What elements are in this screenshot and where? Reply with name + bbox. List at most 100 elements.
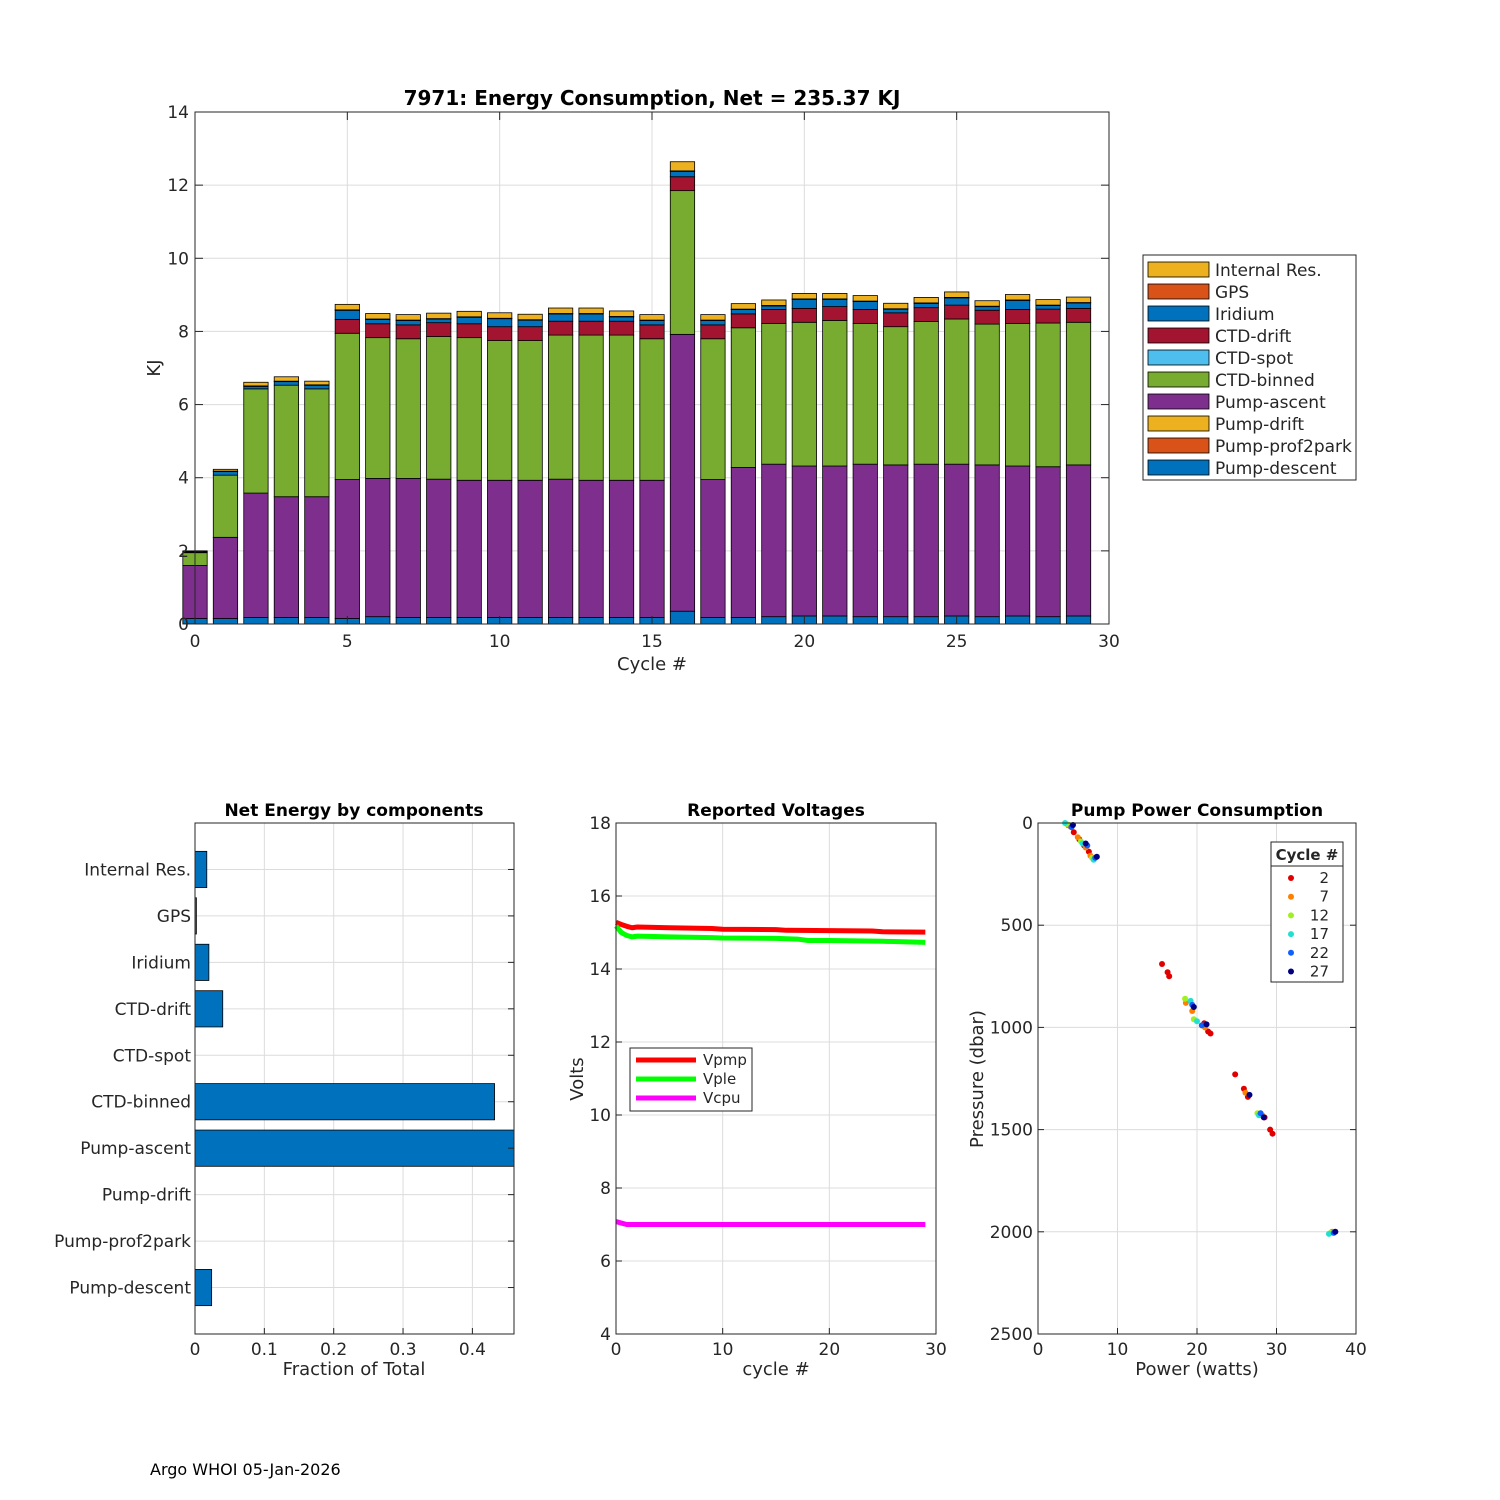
fraction-category-label: Pump-ascent [80,1139,191,1159]
energy-bar-internal-res--cycle-3 [273,376,299,382]
pump-point-cycle-27 [1082,840,1089,847]
fraction-xtick-label: 0.1 [251,1340,278,1360]
energy-ytick-label: 14 [167,103,189,123]
energy-bar-internal-res--cycle-29 [1065,296,1092,303]
voltage-xtick-label: 30 [925,1340,947,1360]
fraction-category-label: CTD-spot [113,1046,192,1066]
energy-bar-ctd-drift-cycle-9 [456,323,482,339]
energy-bar-pump-ascent-cycle-24 [913,463,939,618]
voltage-xtick-label: 20 [819,1340,841,1360]
energy-ytick-label: 12 [167,176,189,196]
voltage-legend-label: Vple [703,1070,736,1088]
fraction-category-label: Pump-prof2park [54,1232,191,1252]
energy-bar-iridium-cycle-12 [548,313,574,322]
energy-bar-ctd-binned-cycle-24 [913,321,939,465]
energy-bar-ctd-drift-cycle-23 [883,312,909,328]
energy-bar-ctd-binned-cycle-12 [548,334,574,480]
voltage-ytick-label: 10 [589,1106,611,1126]
energy-bar-pump-ascent-cycle-21 [822,465,848,617]
pump-point-cycle-2 [1070,829,1077,836]
energy-bar-iridium-cycle-20 [791,298,817,309]
pump-point-cycle-17 [1194,1018,1200,1025]
energy-bar-ctd-drift-cycle-17 [700,324,726,340]
pump-point-cycle-27 [1190,1003,1197,1010]
energy-legend-swatch [1147,305,1210,322]
energy-bar-ctd-drift-cycle-14 [608,320,635,336]
energy-bar-internal-res--cycle-23 [883,302,909,310]
energy-bar-iridium-cycle-17 [700,320,726,326]
voltage-chart-ylabel: Volts [567,1057,588,1100]
pump-legend-marker [1288,912,1294,919]
pump-legend-label: 27 [1310,963,1329,981]
pump-point-cycle-27 [1260,1114,1267,1121]
pump-point-cycle-27 [1069,822,1076,829]
energy-bar-internal-res--cycle-22 [852,295,878,302]
voltage-line-vcpu [615,1219,926,1227]
energy-bar-ctd-binned-cycle-13 [578,334,604,481]
voltage-ytick-label: 18 [589,814,611,834]
energy-legend-label: Pump-ascent [1215,393,1326,413]
energy-bar-pump-ascent-cycle-23 [883,464,909,618]
pump-point-cycle-17 [1325,1230,1332,1237]
energy-bar-internal-res--cycle-18 [730,303,756,310]
energy-bar-pump-ascent-cycle-19 [761,463,787,618]
pump-chart-xlabel: Power (watts) [1135,1359,1258,1380]
voltage-chart-xlabel: cycle # [742,1359,809,1380]
energy-bar-internal-res--cycle-17 [700,314,726,321]
pump-power-chart: Pump Power Consumption 0 10 20 30 40 0 500 1000… [967,801,1367,1380]
energy-xtick-label: 20 [794,632,816,652]
energy-bar-pump-ascent-cycle-1 [212,536,239,619]
fraction-bar-pump-ascent [194,1129,515,1167]
energy-bar-pump-descent-cycle-19 [761,616,787,625]
pump-legend-label: 2 [1319,869,1329,887]
pump-ytick-label: 500 [1001,916,1033,936]
energy-bar-ctd-binned-cycle-4 [304,388,330,498]
energy-bar-pump-ascent-cycle-9 [456,479,482,618]
energy-bar-pump-ascent-cycle-7 [395,478,421,618]
energy-bar-iridium-cycle-1 [212,471,239,476]
energy-bar-internal-res--cycle-8 [426,312,452,320]
energy-bar-iridium-cycle-19 [761,305,787,310]
energy-bar-pump-ascent-cycle-27 [1005,465,1031,617]
energy-bar-internal-res--cycle-7 [395,314,421,321]
energy-legend-swatch [1147,283,1210,300]
energy-xtick-label: 15 [641,632,663,652]
energy-bar-ctd-binned-cycle-18 [730,327,756,468]
energy-bar-ctd-drift-cycle-19 [761,309,787,324]
energy-bar-ctd-binned-cycle-1 [212,474,239,538]
pump-legend-marker [1288,949,1294,956]
energy-bar-pump-descent-cycle-11 [517,617,543,625]
energy-bar-internal-res--cycle-24 [913,297,939,304]
fraction-xtick-label: 0.3 [390,1340,417,1360]
energy-legend-swatch [1147,437,1210,454]
energy-bar-internal-res--cycle-26 [974,300,1000,307]
pump-point-cycle-2 [1159,961,1166,968]
energy-legend-swatch [1147,459,1210,476]
energy-ytick-label: 2 [178,542,189,562]
energy-bar-pump-descent-cycle-12 [548,617,574,625]
energy-bar-ctd-drift-cycle-16 [669,176,696,192]
voltage-ytick-label: 14 [589,960,611,980]
fraction-axes-box [194,822,515,1335]
energy-bar-ctd-drift-cycle-28 [1035,308,1061,324]
energy-bar-ctd-binned-cycle-17 [700,338,726,480]
energy-chart-ylabel: KJ [144,359,165,376]
energy-legend-swatch [1147,327,1210,344]
energy-bar-ctd-binned-cycle-6 [365,337,391,479]
pump-point-cycle-12 [1182,995,1189,1002]
energy-bar-pump-descent-cycle-8 [426,617,452,625]
energy-chart-legend: Internal Res.GPSIridiumCTD-driftCTD-spot… [1142,254,1357,481]
energy-bar-pump-ascent-cycle-5 [334,479,360,619]
energy-bar-internal-res--cycle-28 [1035,299,1061,306]
energy-bar-ctd-binned-cycle-15 [639,338,665,481]
energy-bar-ctd-binned-cycle-26 [974,323,1000,466]
voltage-ytick-label: 6 [600,1252,611,1272]
pump-chart-ylabel: Pressure (dbar) [967,1010,988,1148]
energy-bar-ctd-binned-cycle-25 [944,318,970,465]
energy-bar-iridium-cycle-28 [1035,305,1061,310]
energy-bar-ctd-drift-cycle-22 [852,309,878,324]
energy-bar-pump-ascent-cycle-22 [852,463,878,618]
voltage-axes-box [615,822,937,1335]
energy-legend-swatch [1147,371,1210,388]
energy-bar-pump-ascent-cycle-26 [974,464,1000,618]
